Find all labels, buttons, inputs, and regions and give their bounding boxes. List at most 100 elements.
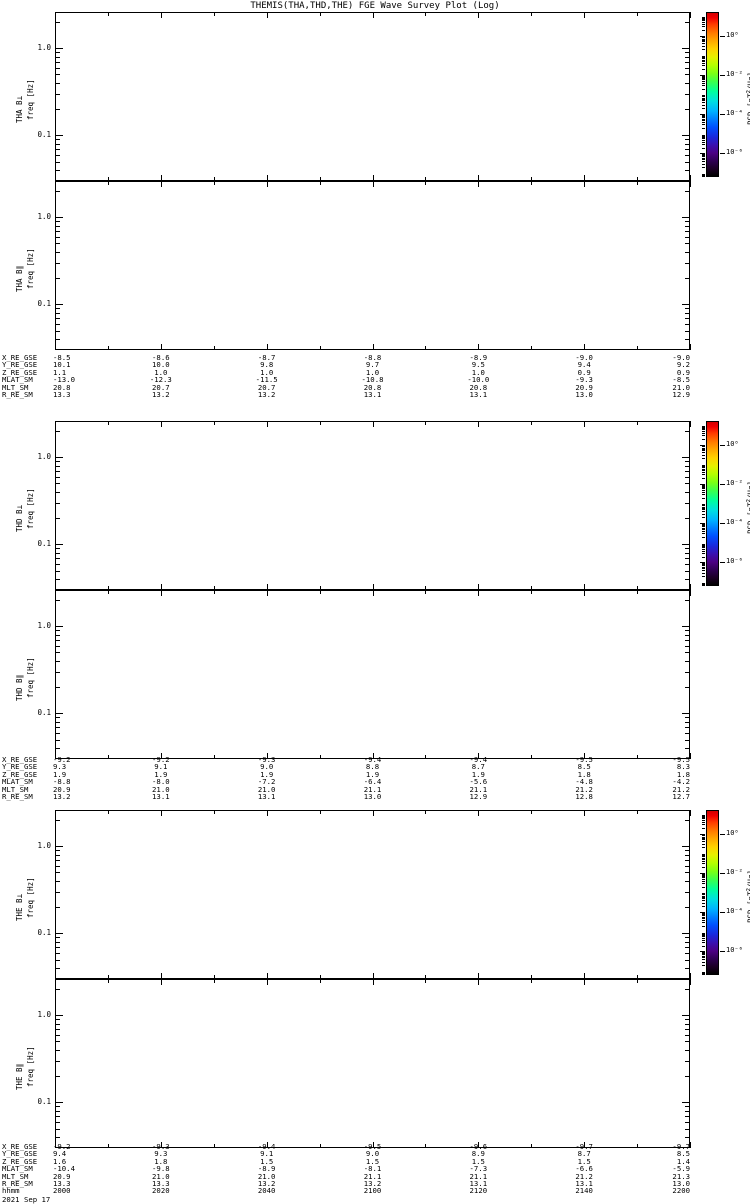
colorbar-minor-tick [702,85,705,86]
colorbar-minor-tick [702,525,705,526]
x-minor-tick [108,810,109,814]
colorbar-minor-tick [702,954,705,955]
colorbar-minor-tick [702,903,705,904]
colorbar-minor-tick [702,896,705,897]
y-minor-tick [55,252,60,253]
x-minor-tick [531,755,532,759]
x-major-tick [690,810,691,816]
x-major-tick [55,421,56,427]
y-minor-tick [55,492,60,493]
colorbar-tick [720,75,725,76]
colorbar-minor-tick [702,883,705,884]
axis-row-label-mlt_sm: MLT_SM [2,382,29,392]
y-minor-tick [55,687,60,688]
colorbar-minor-tick [702,445,705,446]
y-minor-tick [55,144,60,145]
y-minor-tick [685,937,690,938]
y-minor-tick [685,953,690,954]
axis-value: -9.4 [469,755,488,764]
y-minor-tick [685,548,690,549]
x-major-tick [478,584,479,590]
axis-value: 21.2 [575,784,593,794]
colorbar-minor-tick [702,455,705,456]
y-major-tick [55,846,63,847]
y-major-tick [682,457,690,458]
y-minor-tick [55,139,60,140]
colorbar-minor-tick [702,507,705,508]
colorbar-minor-tick [702,465,705,466]
y-minor-tick [685,144,690,145]
axis-row-label-r_re_sm: R_RE_SM [2,792,33,801]
y-minor-tick [55,226,60,227]
y-minor-tick [55,1122,60,1123]
colorbar-minor-tick [702,576,705,577]
x-major-tick [373,979,374,985]
colorbar-minor-tick [702,41,705,42]
colorbar-minor-tick [702,20,705,21]
y-major-tick [682,713,690,714]
axis-value: 13.3 [53,1179,71,1188]
x-major-tick [373,344,374,350]
axis-value: -7.3 [469,1164,488,1174]
colorbar-minor-tick [702,839,705,840]
colorbar-minor-tick [702,914,705,915]
y-minor-tick [55,339,60,340]
y-tick-label: 1.0 [37,841,51,850]
y-major-tick [682,304,690,305]
axis-value: 8.9 [471,1149,485,1159]
panel-tha-bpara [55,181,690,350]
colorbar-minor-tick [702,17,705,18]
axis-value: -8.9 [469,353,488,362]
axis-value: 8.7 [471,762,485,772]
y-minor-tick [55,646,60,647]
panel-ylabel-the-bpara: freq [Hz] [26,1045,35,1087]
colorbar-minor-tick [702,935,705,936]
colorbar-minor-tick [702,22,705,23]
y-minor-tick [55,661,60,662]
colorbar-minor-tick [702,485,705,486]
x-major-tick [373,590,374,596]
x-major-tick [267,1142,268,1148]
colorbar-minor-tick [702,108,705,109]
y-minor-tick [685,571,690,572]
x-major-tick [161,344,162,350]
axis-value: 9.1 [260,1149,274,1159]
x-minor-tick [637,586,638,590]
x-minor-tick [108,586,109,590]
colorbar-minor-tick [702,138,705,139]
y-minor-tick [685,860,690,861]
colorbar-minor-tick [702,135,705,136]
axis-value: 21.2 [575,1171,593,1181]
colorbar-minor-tick [702,817,705,818]
axis-value: 2120 [469,1186,488,1196]
axis-value: 8.3 [676,762,690,772]
colorbar-title: PSD [nT2/Hz] [746,480,750,534]
axis-value: 1.5 [471,1156,485,1166]
y-minor-tick [685,1035,690,1036]
y-minor-tick [55,471,60,472]
colorbar-minor-tick [702,116,705,117]
colorbar-minor-tick [702,470,705,471]
axis-row-label-y_re_gse: Y_RE_GSE [2,1149,38,1159]
y-minor-tick [685,687,690,688]
axis-value: 8.8 [365,762,380,772]
axis-value: 9.4 [53,1149,67,1159]
colorbar-minor-tick [702,43,705,44]
colorbar-minor-tick [702,922,705,923]
colorbar-minor-tick [702,965,705,966]
axis-row-label-z_re_gse: Z_RE_GSE [2,367,38,377]
axis-row-label-y_re_gse: Y_RE_GSE [2,360,38,370]
x-major-tick [161,584,162,590]
y-minor-tick [55,564,60,565]
y-minor-tick [685,1122,690,1123]
y-minor-tick [685,477,690,478]
axis-value: 13.2 [257,390,276,399]
y-minor-tick [55,22,60,23]
y-minor-tick [55,1137,60,1138]
y-minor-tick [685,155,690,156]
y-minor-tick [55,942,60,943]
axis-value: 13.1 [469,390,488,399]
y-minor-tick [685,149,690,150]
y-tick-label: 0.1 [37,130,51,139]
x-major-tick [373,973,374,979]
